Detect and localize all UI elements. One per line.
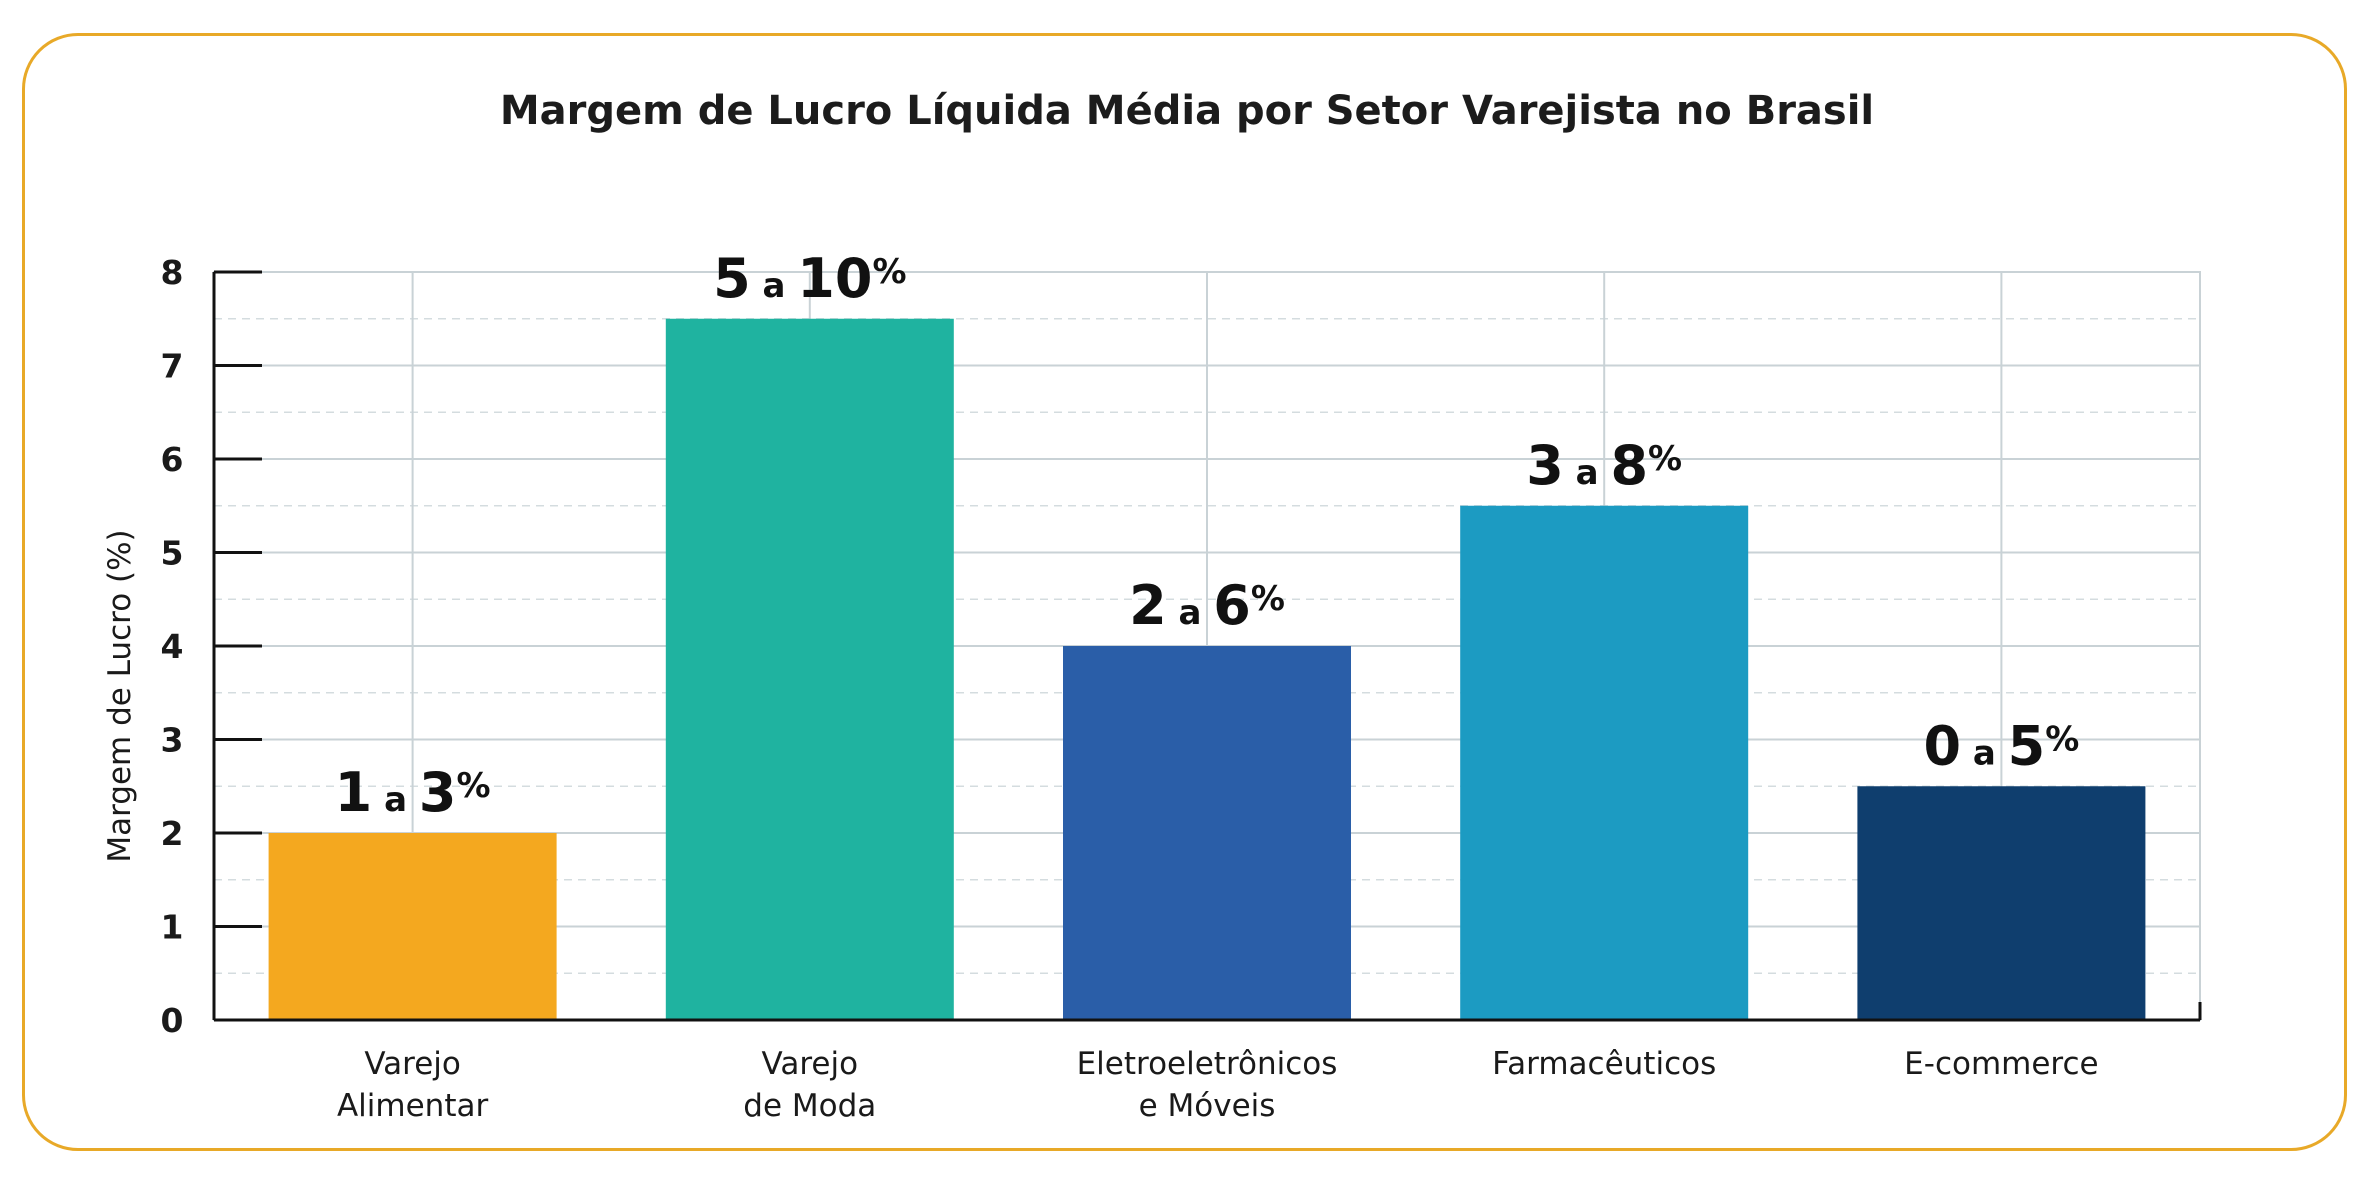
data-label: 2 a 6% bbox=[1129, 574, 1285, 637]
data-label: 1 a 3% bbox=[335, 761, 491, 824]
chart-title: Margem de Lucro Líquida Média por Setor … bbox=[499, 88, 1875, 134]
bar-3 bbox=[1063, 646, 1351, 1020]
x-tick-label: Farmacêuticos bbox=[1492, 1046, 1716, 1082]
y-tick-label: 8 bbox=[161, 253, 184, 292]
x-tick-label: Eletroeletrônicos bbox=[1077, 1046, 1338, 1082]
bar-1 bbox=[268, 833, 557, 1020]
x-tick-label: Varejo bbox=[364, 1046, 461, 1082]
x-tick-label: de Moda bbox=[743, 1088, 876, 1124]
x-tick-label: E-commerce bbox=[1904, 1046, 2098, 1082]
x-tick-label: Alimentar bbox=[337, 1088, 489, 1124]
y-tick-label: 2 bbox=[161, 814, 184, 853]
y-tick-label: 4 bbox=[161, 627, 184, 666]
y-axis-label: Margem de Lucro (%) bbox=[102, 529, 138, 862]
y-tick-label: 6 bbox=[161, 440, 184, 479]
bar-5 bbox=[1857, 786, 2146, 1020]
y-tick-label: 7 bbox=[161, 347, 184, 386]
y-tick-label: 3 bbox=[161, 721, 184, 760]
data-label: 3 a 8% bbox=[1526, 434, 1682, 497]
bar-2 bbox=[665, 318, 954, 1020]
y-tick-label: 1 bbox=[161, 908, 184, 947]
data-label: 5 a 10% bbox=[713, 247, 906, 310]
y-tick-label: 0 bbox=[161, 1001, 184, 1040]
bar-4 bbox=[1460, 505, 1749, 1020]
x-tick-label: Varejo bbox=[762, 1046, 859, 1082]
x-tick-label: e Móveis bbox=[1139, 1088, 1276, 1124]
data-label: 0 a 5% bbox=[1923, 714, 2079, 777]
y-tick-label: 5 bbox=[161, 534, 184, 573]
